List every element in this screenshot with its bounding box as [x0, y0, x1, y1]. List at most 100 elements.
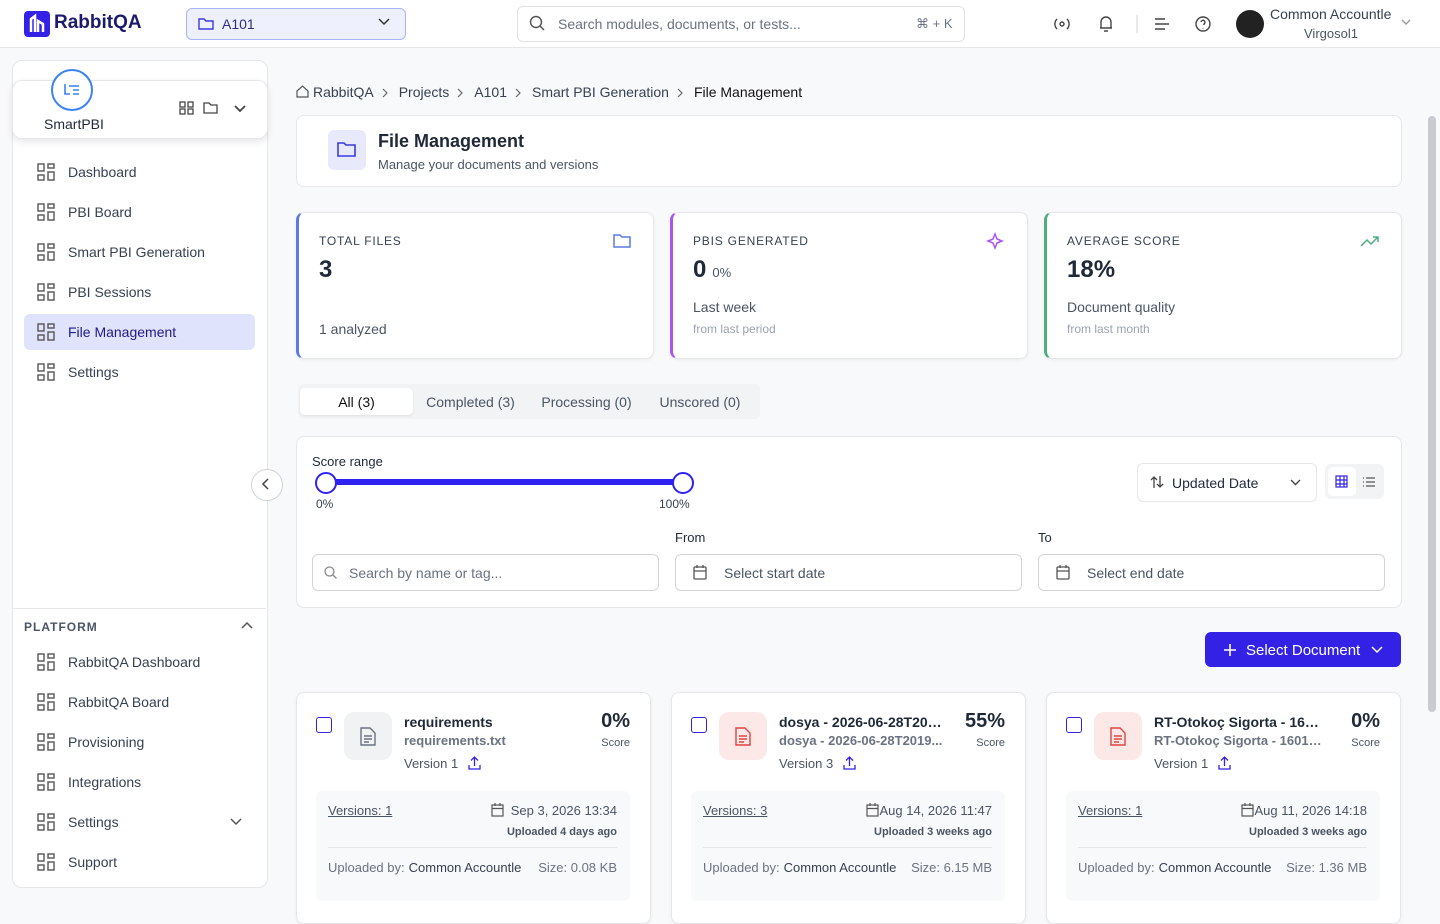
- nav-icon: [37, 773, 55, 791]
- nav-item[interactable]: File Management: [68, 324, 177, 340]
- folder-icon: [198, 18, 214, 30]
- calendar-icon: [491, 803, 504, 817]
- search-icon: [529, 15, 545, 31]
- file-date: Aug 11, 2026 14:18: [1254, 803, 1367, 818]
- to-placeholder: Select end date: [1087, 565, 1185, 581]
- logo-icon: [24, 11, 50, 37]
- file-icon: [1110, 727, 1126, 746]
- file-size: Size: 1.36 MB: [1286, 860, 1367, 875]
- platform-nav-item[interactable]: RabbitQA Board: [68, 694, 170, 710]
- platform-nav-item[interactable]: Provisioning: [68, 734, 145, 750]
- view-icons: [1335, 475, 1375, 488]
- file-version: Version 1: [1154, 756, 1209, 771]
- from-label: From: [675, 530, 706, 545]
- uploader-label: Uploaded by:: [703, 860, 780, 875]
- file-size: Size: 6.15 MB: [911, 860, 992, 875]
- breadcrumb-separator: [677, 88, 683, 98]
- versions-link[interactable]: Versions: 3: [703, 803, 768, 818]
- breadcrumb-separator: [382, 88, 388, 98]
- checkbox[interactable]: [1066, 717, 1082, 733]
- page-icon: [328, 130, 366, 170]
- nav-item[interactable]: Smart PBI Generation: [68, 244, 205, 260]
- nav-icon: [37, 853, 55, 871]
- plus-icon: [1224, 644, 1236, 656]
- breadcrumb-item[interactable]: RabbitQA: [313, 84, 374, 100]
- file-date: Aug 14, 2026 11:47: [879, 803, 992, 818]
- avatar[interactable]: [1236, 10, 1264, 38]
- file-date: Sep 3, 2026 13:34: [510, 803, 617, 818]
- to-date[interactable]: [1038, 554, 1385, 591]
- collapse-button[interactable]: [251, 469, 283, 501]
- search-placeholder: Search by name or tag...: [349, 565, 503, 581]
- stat-sub: from last month: [1067, 322, 1150, 336]
- nav-item[interactable]: Settings: [68, 364, 119, 380]
- slider-handle[interactable]: [672, 472, 694, 494]
- platform-nav-item[interactable]: Settings: [68, 814, 119, 830]
- breadcrumb-item[interactable]: Smart PBI Generation: [531, 84, 669, 100]
- platform-nav-item[interactable]: Support: [68, 854, 118, 870]
- from-placeholder: Select start date: [724, 565, 826, 581]
- stat-label: TOTAL FILES: [319, 234, 402, 248]
- meta-divider: [703, 847, 992, 848]
- project-selector[interactable]: [186, 8, 406, 40]
- breadcrumb-separator: [457, 88, 464, 98]
- platform-nav-item[interactable]: Integrations: [68, 774, 142, 790]
- stat-value: 3: [319, 256, 333, 283]
- score-caption: Score: [976, 737, 1005, 749]
- stat-sub: from last period: [693, 322, 776, 336]
- upload-icon: [1218, 756, 1231, 770]
- checkbox[interactable]: [691, 717, 707, 733]
- tab[interactable]: Processing (0): [541, 394, 632, 410]
- shortcut: ⌘ + K: [916, 16, 953, 31]
- module-actions[interactable]: [179, 100, 249, 116]
- nav-item[interactable]: PBI Board: [68, 204, 132, 220]
- grid-view[interactable]: [1328, 467, 1356, 496]
- from-date[interactable]: [675, 554, 1022, 591]
- file-score: 55%: [964, 710, 1005, 732]
- brand: RabbitQA: [54, 12, 142, 33]
- file-meta: [1066, 791, 1380, 901]
- stat-card: [1044, 212, 1402, 359]
- calendar-icon: [866, 803, 879, 817]
- chevron: [261, 478, 269, 490]
- project-name: A101: [222, 16, 255, 32]
- versions-link[interactable]: Versions: 1: [328, 803, 393, 818]
- file-version: Version 1: [404, 756, 459, 771]
- nav-icon: [37, 813, 55, 831]
- nav-item[interactable]: PBI Sessions: [68, 284, 152, 300]
- file-version: Version 3: [779, 756, 834, 771]
- nav-item[interactable]: Dashboard: [68, 164, 137, 180]
- module-icon: [51, 69, 93, 111]
- chevron: [230, 818, 242, 826]
- global-search[interactable]: [517, 6, 965, 42]
- tab[interactable]: All (3): [338, 394, 375, 410]
- file-uploaded: Uploaded 3 weeks ago: [874, 826, 992, 838]
- name-search[interactable]: [312, 554, 659, 591]
- chevron: [1290, 479, 1301, 486]
- nav-icon: [37, 323, 55, 341]
- platform-nav-item[interactable]: RabbitQA Dashboard: [68, 654, 201, 670]
- tab[interactable]: Completed (3): [426, 394, 515, 410]
- stat-note: Last week: [693, 299, 757, 315]
- chevron[interactable]: [241, 622, 253, 630]
- slider-handle[interactable]: [315, 472, 337, 494]
- breadcrumb-item[interactable]: Projects: [398, 84, 450, 100]
- tab[interactable]: Unscored (0): [659, 394, 741, 410]
- scrollbar: [1428, 116, 1436, 712]
- sidebar: [12, 60, 268, 888]
- page-subtitle: Manage your documents and versions: [378, 157, 599, 172]
- versions-link[interactable]: Versions: 1: [1078, 803, 1143, 818]
- chevron: [1371, 646, 1383, 654]
- sort-icon: [1150, 476, 1164, 488]
- uploader-name: Common Accountle: [1158, 860, 1272, 875]
- nav-icon: [37, 693, 55, 711]
- file-uploaded: Uploaded 4 days ago: [506, 826, 617, 838]
- select-document-button[interactable]: [1205, 632, 1401, 667]
- stat-note: Document quality: [1067, 299, 1176, 315]
- user-org: Virgosol1: [1304, 26, 1358, 41]
- search-placeholder: Search modules, documents, or tests...: [558, 16, 801, 32]
- tab-active-bg: [300, 388, 413, 415]
- breadcrumb-item[interactable]: A101: [474, 84, 507, 100]
- sort-select[interactable]: [1137, 463, 1317, 502]
- checkbox[interactable]: [316, 717, 332, 733]
